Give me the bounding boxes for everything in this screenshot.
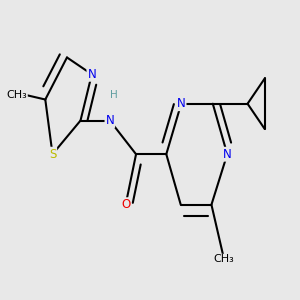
Text: N: N [106,114,114,127]
Text: S: S [49,148,56,161]
Text: H: H [110,90,118,100]
Text: N: N [223,148,232,161]
Text: O: O [121,198,130,211]
Text: N: N [87,68,96,81]
Text: CH₃: CH₃ [7,90,27,100]
Text: CH₃: CH₃ [214,254,235,264]
Text: N: N [177,97,186,110]
